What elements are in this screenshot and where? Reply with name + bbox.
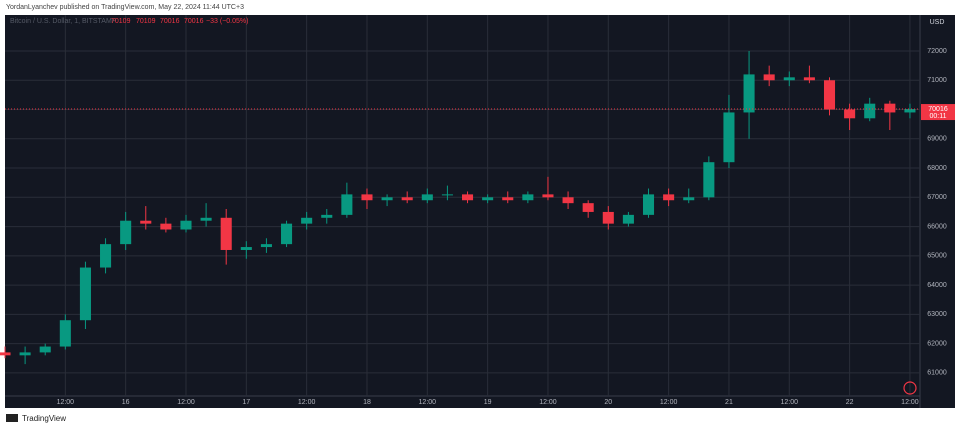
y-tick-label: 62000 — [927, 340, 947, 347]
x-tick-label: 22 — [846, 399, 854, 406]
candle-body — [602, 211, 614, 224]
candle-body — [783, 77, 795, 81]
candle-body — [19, 352, 31, 356]
candle-body — [823, 80, 836, 110]
candle-body — [562, 197, 574, 204]
y-tick-label: 68000 — [927, 165, 947, 172]
currency: USD — [930, 19, 945, 26]
candle-body — [642, 194, 655, 215]
x-tick-label: 12:00 — [539, 399, 557, 406]
x-tick-label: 20 — [604, 399, 612, 406]
ohlc: 70016 — [160, 18, 180, 25]
y-tick-label: 63000 — [927, 311, 947, 318]
ohlc: 70109 — [111, 18, 131, 25]
candle-body — [703, 162, 715, 198]
candle-body — [542, 194, 554, 198]
x-tick-label: 12:00 — [57, 399, 75, 406]
candle-body — [763, 74, 775, 81]
x-tick-label: 12:00 — [660, 399, 678, 406]
footer: TradingView — [22, 414, 66, 423]
x-tick-label: 19 — [484, 399, 492, 406]
candle-body — [502, 197, 514, 201]
candle-body — [59, 320, 71, 347]
candle-body — [301, 217, 313, 224]
x-tick-label: 12:00 — [901, 399, 919, 406]
x-tick-label: 18 — [363, 399, 371, 406]
candle-body — [120, 220, 132, 245]
last-price-box — [921, 104, 955, 121]
ohlc: 70016 — [184, 18, 204, 25]
ohlc-change: −33 (−0.05%) — [206, 18, 248, 25]
x-tick-label: 21 — [725, 399, 733, 406]
countdown: 00:11 — [930, 113, 947, 120]
candle-body — [663, 194, 675, 201]
x-tick-label: 12:00 — [781, 399, 799, 406]
candle-body — [100, 244, 112, 268]
candle-body — [864, 103, 876, 119]
candle-body — [582, 203, 594, 212]
candle-body — [683, 197, 695, 201]
x-tick-label: 17 — [242, 399, 250, 406]
y-tick-label: 69000 — [927, 136, 947, 143]
candle-body — [743, 74, 755, 113]
y-tick-label: 65000 — [927, 253, 947, 260]
candle-body — [341, 194, 353, 215]
candle-body — [844, 109, 856, 119]
candle-body — [79, 267, 91, 321]
header: YordanLyanchev published on TradingView.… — [6, 4, 244, 11]
replay-icon[interactable] — [903, 381, 917, 395]
last-price-label: 70016 — [928, 106, 948, 113]
candle-body — [421, 194, 433, 201]
logo — [6, 414, 18, 422]
candle-body — [441, 194, 453, 196]
y-tick-label: 64000 — [927, 282, 947, 289]
candle-body — [180, 220, 192, 230]
candle-body — [160, 223, 172, 230]
candle-body — [220, 217, 232, 250]
candle-body — [281, 223, 293, 245]
y-tick-label: 72000 — [927, 48, 947, 55]
candle-body — [522, 194, 534, 201]
candle-body — [803, 77, 815, 81]
candle-body — [622, 214, 634, 224]
candle-body — [321, 214, 333, 218]
candle-body — [361, 194, 373, 201]
y-tick-label: 71000 — [927, 77, 947, 84]
x-tick-label: 12:00 — [177, 399, 195, 406]
ohlc: 70109 — [136, 18, 156, 25]
x-tick-label: 16 — [122, 399, 130, 406]
candle-body — [200, 217, 212, 221]
candle-body — [381, 197, 393, 201]
candle-body — [884, 103, 896, 113]
candle-body — [0, 352, 11, 356]
y-tick-label: 61000 — [927, 370, 947, 377]
candle-body — [260, 244, 272, 248]
panel — [5, 15, 955, 408]
y-tick-label: 67000 — [927, 194, 947, 201]
candle-body — [140, 220, 152, 224]
y-tick-label: 66000 — [927, 223, 947, 230]
candle-body — [39, 346, 51, 353]
symbol: Bitcoin / U.S. Dollar, 1, BITSTAMP — [10, 18, 117, 25]
candle-body — [723, 112, 735, 163]
candle-body — [401, 197, 413, 201]
candle-body — [240, 247, 252, 250]
candle-body — [461, 194, 474, 201]
x-tick-label: 12:00 — [298, 399, 316, 406]
plot — [0, 15, 920, 396]
candle-body — [482, 197, 494, 201]
x-tick-label: 12:00 — [419, 399, 437, 406]
candle-body — [904, 109, 916, 113]
